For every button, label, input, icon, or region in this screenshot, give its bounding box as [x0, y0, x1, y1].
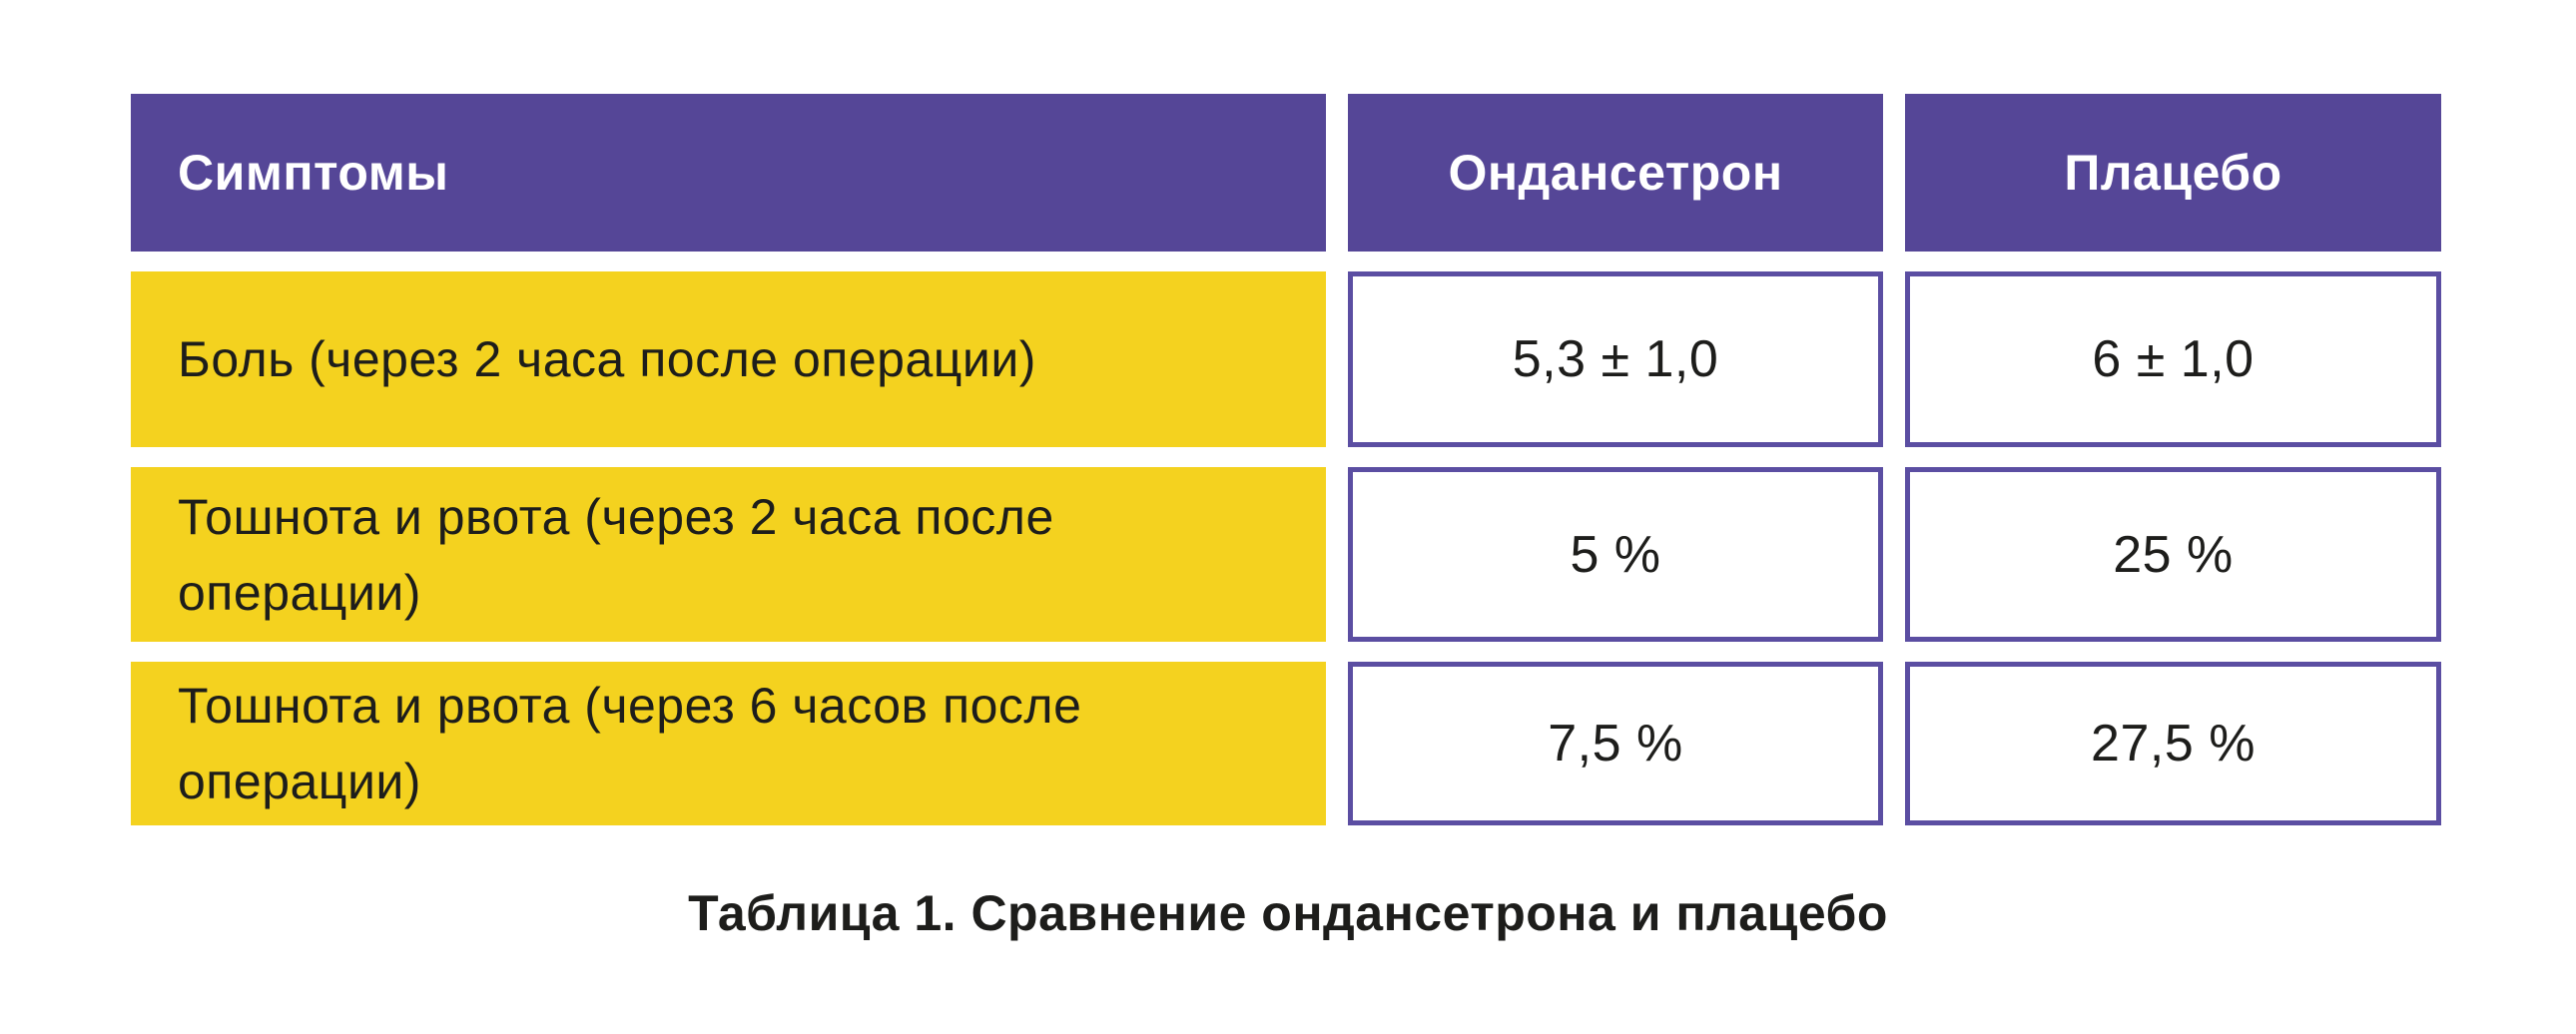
value-nausea-2h-placebo: 25 % [1905, 467, 2441, 642]
column-header-placebo: Плацебо [1905, 94, 2441, 252]
row-label-nausea-2h: Тошнота и рвота (через 2 часа после опер… [131, 467, 1326, 642]
column-header-placebo-label: Плацебо [2064, 145, 2282, 201]
value-nausea-2h-ondansetron-text: 5 % [1570, 525, 1661, 584]
row-label-pain-2h-text: Боль (через 2 часа после операции) [178, 331, 1036, 387]
row-label-nausea-2h-text: Тошнота и рвота (через 2 часа после опер… [178, 488, 1054, 621]
table-caption: Таблица 1. Сравнение ондансетрона и плац… [688, 885, 1888, 941]
comparison-table: Симптомы Ондансетрон Плацебо Боль (через… [131, 94, 2441, 825]
column-header-symptoms-label: Симптомы [178, 145, 449, 201]
value-nausea-6h-placebo-text: 27,5 % [2091, 715, 2255, 773]
value-nausea-6h-ondansetron-text: 7,5 % [1548, 715, 1683, 773]
row-label-nausea-6h-text: Тошнота и рвота (через 6 часов после опе… [178, 678, 1082, 809]
value-pain-2h-ondansetron: 5,3 ± 1,0 [1348, 271, 1883, 447]
column-header-ondansetron-label: Ондансетрон [1448, 145, 1783, 201]
value-pain-2h-placebo-text: 6 ± 1,0 [2092, 330, 2254, 388]
value-nausea-6h-placebo: 27,5 % [1905, 662, 2441, 825]
value-nausea-2h-placebo-text: 25 % [2113, 525, 2234, 584]
value-pain-2h-ondansetron-text: 5,3 ± 1,0 [1512, 330, 1719, 388]
value-nausea-6h-ondansetron: 7,5 % [1348, 662, 1883, 825]
value-nausea-2h-ondansetron: 5 % [1348, 467, 1883, 642]
column-header-ondansetron: Ондансетрон [1348, 94, 1883, 252]
row-label-nausea-6h: Тошнота и рвота (через 6 часов после опе… [131, 662, 1326, 825]
column-header-symptoms: Симптомы [131, 94, 1326, 252]
value-pain-2h-placebo: 6 ± 1,0 [1905, 271, 2441, 447]
row-label-pain-2h: Боль (через 2 часа после операции) [131, 271, 1326, 447]
